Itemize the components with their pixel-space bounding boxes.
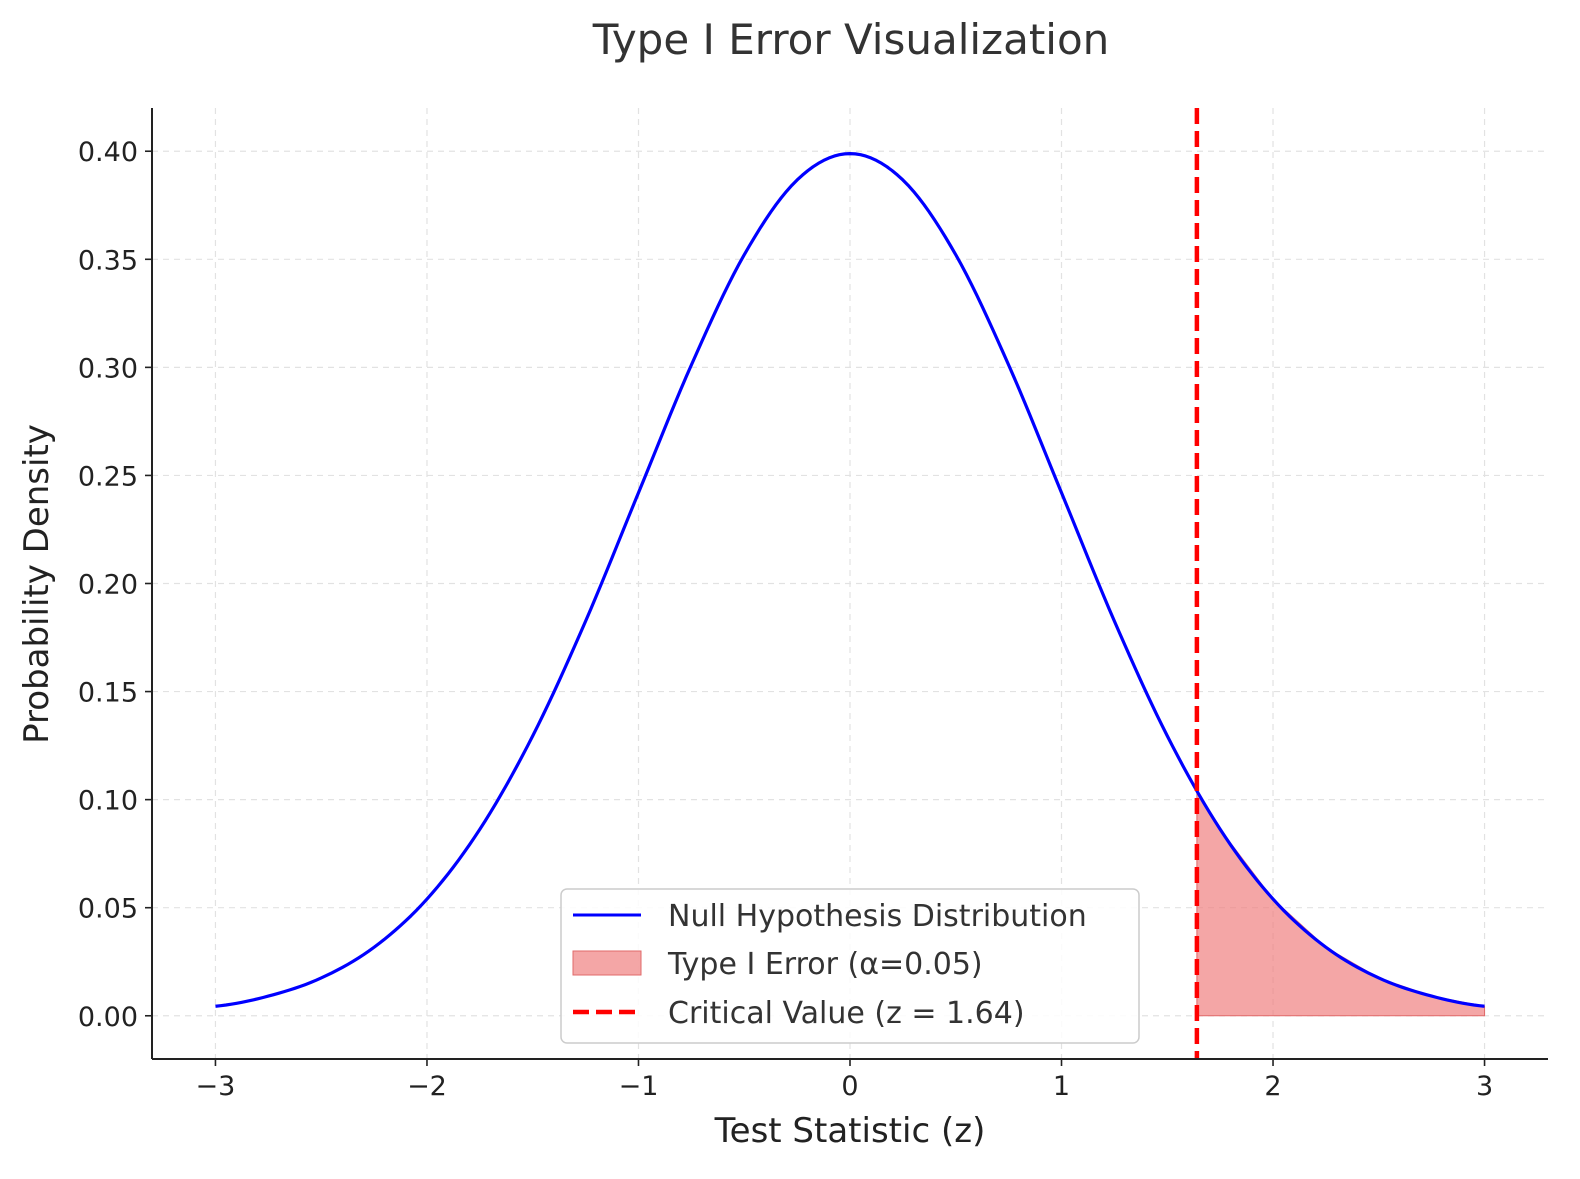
y-tick-label-7: 0.35	[78, 245, 138, 276]
x-axis-label: Test Statistic (z)	[714, 1111, 986, 1151]
y-tick-label-4: 0.20	[78, 570, 138, 601]
chart-title: Type I Error Visualization	[592, 15, 1110, 64]
legend-frame	[560, 888, 1140, 1044]
x-tick-label-5: 2	[1264, 1071, 1281, 1102]
y-tick-label-5: 0.25	[78, 461, 138, 492]
legend-swatch-type-i-error	[572, 950, 642, 976]
y-axis-label: Probability Density	[17, 424, 57, 744]
y-tick-label-0: 0.00	[78, 1002, 138, 1033]
legend-label-type-i-error: Type I Error (α=0.05)	[667, 947, 983, 982]
x-axis-ticks: −3 −2 −1 0 1 2 3	[196, 1059, 1493, 1102]
y-tick-label-2: 0.10	[78, 786, 138, 817]
null-distribution-line-layer	[215, 152, 1485, 1008]
x-tick-label-3: 0	[841, 1071, 858, 1102]
y-tick-label-8: 0.40	[78, 137, 138, 168]
y-tick-label-6: 0.30	[78, 353, 138, 384]
y-tick-label-3: 0.15	[78, 678, 138, 709]
y-tick-label-1: 0.05	[78, 894, 138, 925]
legend-label-critical-value: Critical Value (z = 1.64)	[668, 996, 1025, 1031]
x-tick-label-2: −1	[619, 1071, 659, 1102]
x-tick-label-1: −2	[407, 1071, 447, 1102]
legend-label-null: Null Hypothesis Distribution	[668, 899, 1087, 934]
grid	[152, 108, 1548, 1059]
legend: Null Hypothesis Distribution Type I Erro…	[560, 888, 1140, 1044]
type-i-error-area-layer	[1196, 789, 1486, 1017]
x-tick-label-4: 1	[1053, 1071, 1070, 1102]
x-tick-label-6: 3	[1476, 1071, 1493, 1102]
y-axis-ticks: 0.00 0.05 0.10 0.15 0.20 0.25 0.30 0.35 0.40	[78, 137, 152, 1033]
x-tick-label-0: −3	[196, 1071, 236, 1102]
type-i-error-area	[1196, 789, 1486, 1017]
null-hypothesis-curve	[215, 152, 1485, 1008]
